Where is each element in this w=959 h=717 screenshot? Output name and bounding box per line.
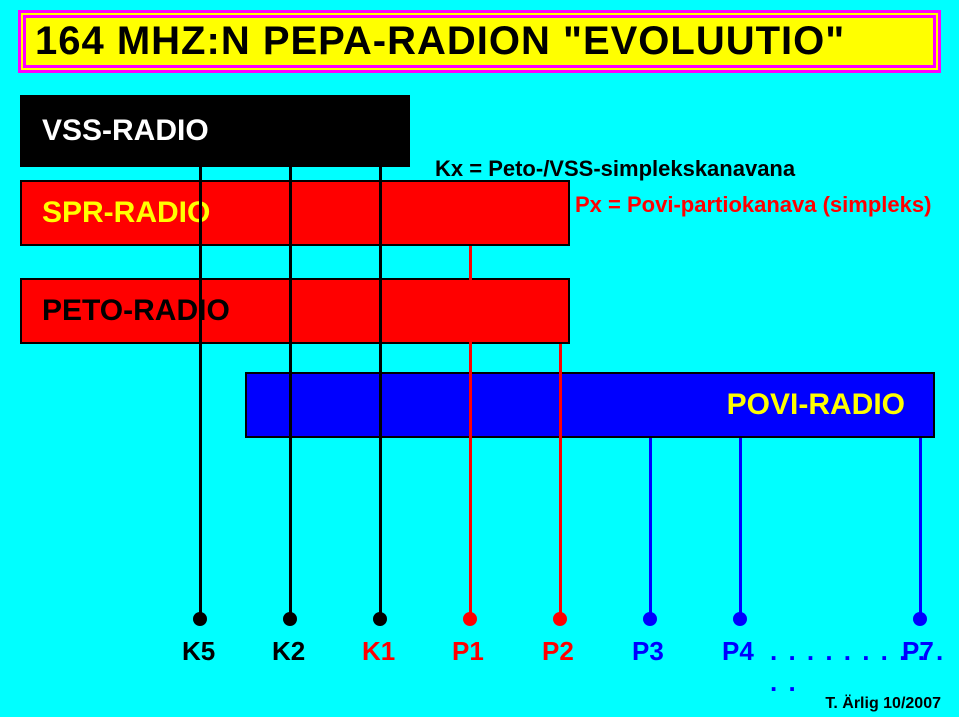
- channel-label: P4: [722, 636, 754, 667]
- channel-dot: [643, 612, 657, 626]
- channel-line: [739, 438, 742, 620]
- block-vss-label: VSS-RADIO: [42, 114, 209, 148]
- block-vss: VSS-RADIO: [20, 95, 410, 167]
- block-peto: PETO-RADIO: [20, 278, 570, 344]
- channel-line: [469, 246, 472, 620]
- dots-run: . . . . . . . . . . . .: [770, 636, 959, 698]
- footer-credit: T. Ärlig 10/2007: [825, 695, 941, 713]
- channel-dot: [463, 612, 477, 626]
- channel-label: P3: [632, 636, 664, 667]
- channel-label: P2: [542, 636, 574, 667]
- channel-line: [379, 167, 382, 620]
- channel-dot: [283, 612, 297, 626]
- page-title: 164 MHZ:N PEPA-RADION "EVOLUUTIO": [18, 10, 941, 73]
- channel-dot: [193, 612, 207, 626]
- channel-label: K5: [182, 636, 215, 667]
- channel-dot: [373, 612, 387, 626]
- channel-dot: [553, 612, 567, 626]
- block-povi-label: POVI-RADIO: [727, 388, 905, 422]
- channel-line: [289, 167, 292, 620]
- block-spr-label: SPR-RADIO: [42, 196, 210, 230]
- channel-dot: [913, 612, 927, 626]
- channel-label: K2: [272, 636, 305, 667]
- block-povi: POVI-RADIO: [245, 372, 935, 438]
- channel-label: K1: [362, 636, 395, 667]
- legend-px: Px = Povi-partiokanava (simpleks): [575, 192, 931, 218]
- legend-kx: Kx = Peto-/VSS-simplekskanavana: [435, 156, 795, 182]
- channel-line: [919, 438, 922, 620]
- channel-label: P1: [452, 636, 484, 667]
- channel-line: [649, 438, 652, 620]
- channel-line: [559, 344, 562, 620]
- block-spr: SPR-RADIO: [20, 180, 570, 246]
- title-text: 164 MHZ:N PEPA-RADION "EVOLUUTIO": [35, 19, 845, 63]
- channel-dot: [733, 612, 747, 626]
- channel-line: [199, 167, 202, 620]
